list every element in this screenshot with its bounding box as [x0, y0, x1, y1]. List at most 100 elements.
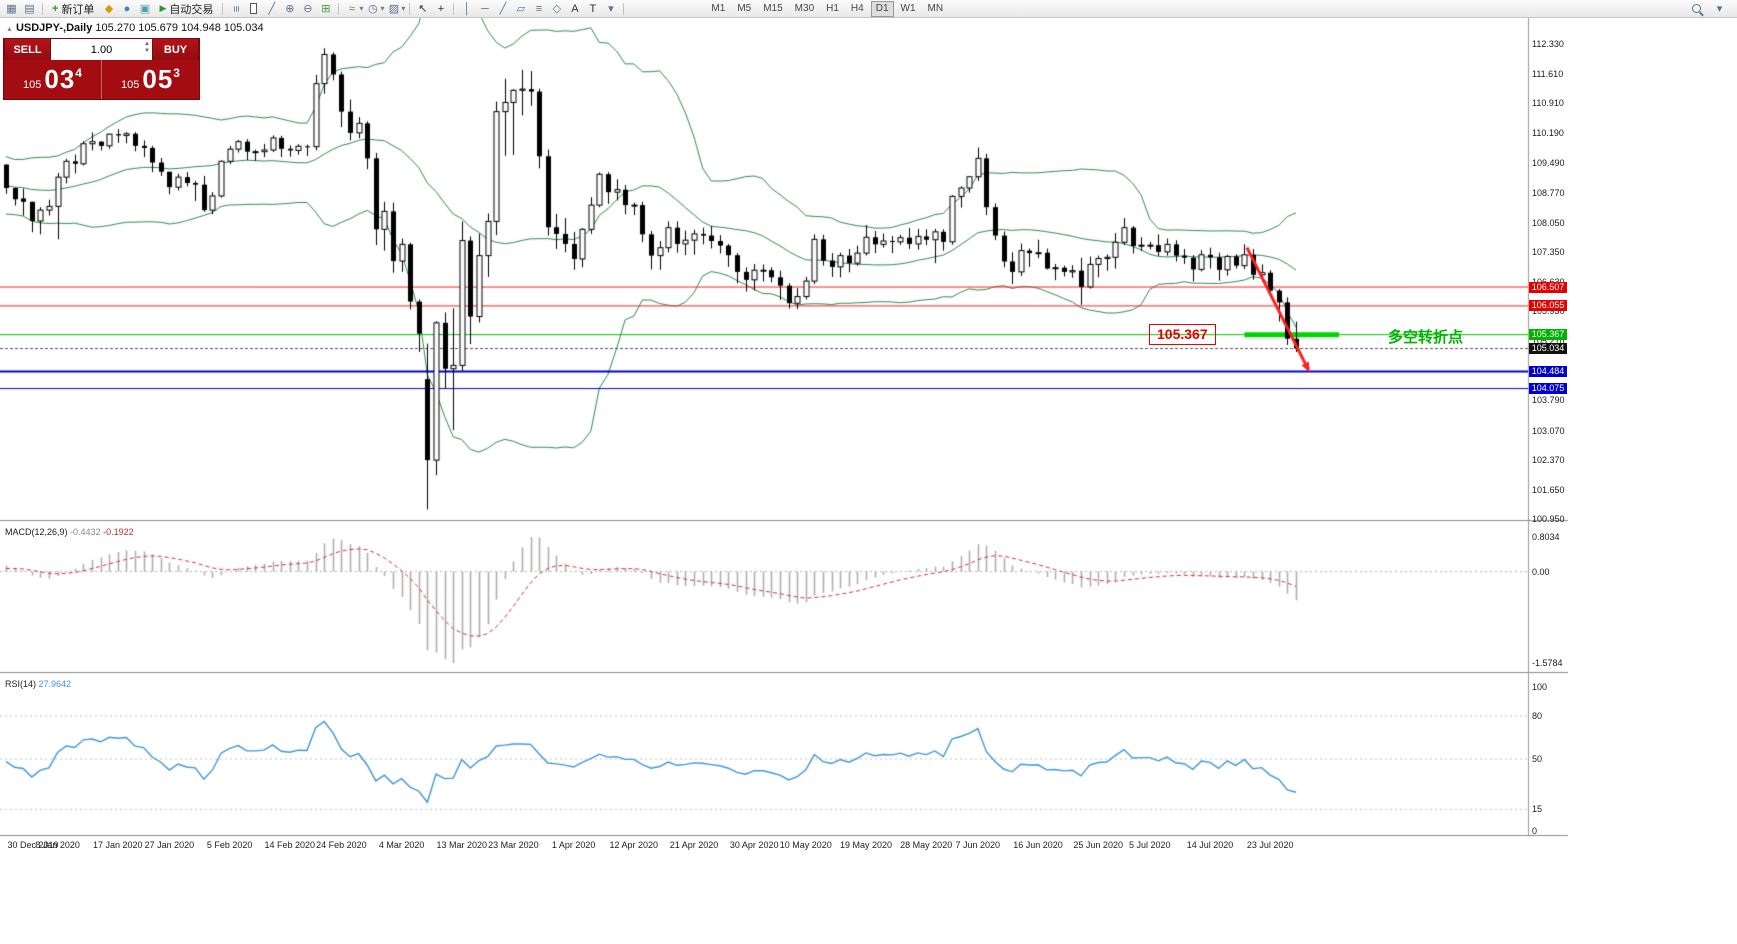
shapes-icon[interactable]: ◇ [552, 3, 562, 15]
volume-down-icon[interactable]: ▼ [144, 48, 150, 54]
vertical-line-icon[interactable]: │ [463, 2, 471, 15]
date-label: 28 May 2020 [900, 840, 953, 850]
news-icon[interactable]: ◆ [104, 3, 114, 15]
price-scale-label: 103.790 [1532, 395, 1565, 406]
indicators-icon[interactable]: ≈ [348, 2, 355, 15]
timeframe-d1[interactable]: D1 [870, 0, 894, 17]
bid-price[interactable]: 105 03 4 [4, 60, 102, 99]
one-click-trading-panel: SELL 1.00 ▲ ▼ BUY 105 03 4 105 05 3 [3, 38, 200, 100]
timeframe-bar: M1 M5 M15 M30 H1 H4 D1 W1 MN [706, 0, 948, 17]
date-label: 19 May 2020 [839, 840, 893, 850]
price-tag: 104.484 [1529, 365, 1567, 377]
horizontal-line-icon[interactable]: ─ [481, 2, 489, 15]
volume-up-icon[interactable]: ▲ [144, 41, 150, 47]
date-label: 12 Apr 2020 [609, 840, 659, 850]
toolbar-separator [409, 2, 411, 15]
templates-icon[interactable]: ▨ [388, 3, 400, 15]
terminal-icon[interactable]: ▣ [139, 3, 151, 15]
one-click-collapse-icon[interactable]: ▲ [6, 26, 13, 33]
price-scale-label: 112.330 [1532, 39, 1564, 49]
market-watch-icon[interactable]: ● [123, 2, 131, 15]
timeframe-w1[interactable]: W1 [900, 2, 916, 14]
date-label: 13 Mar 2020 [436, 840, 488, 850]
line-chart-icon[interactable]: ╱ [268, 3, 276, 15]
bid-sup: 4 [75, 65, 82, 80]
volume-input[interactable]: 1.00 ▲ ▼ [51, 39, 152, 60]
trendline-icon[interactable]: ╱ [499, 3, 507, 15]
pivot-note-text[interactable]: 多空转折点 [1388, 329, 1464, 346]
timeframe-m15[interactable]: M15 [763, 2, 783, 14]
price-scale-label: 108.770 [1532, 187, 1565, 198]
ask-big: 05 [142, 64, 174, 94]
timeframe-m1[interactable]: M1 [711, 2, 726, 14]
profiles-icon[interactable]: ▤ [24, 3, 35, 15]
timeframe-mn[interactable]: MN [927, 2, 944, 14]
label-icon[interactable]: T [589, 2, 597, 15]
auto-trading-label: 自动交易 [169, 3, 214, 16]
chevron-down-icon[interactable]: ▾ [380, 4, 385, 13]
zoom-in-icon[interactable]: ⊕ [285, 3, 295, 15]
timeframe-h4[interactable]: H4 [850, 2, 864, 14]
rsi-scale-label: 50 [1532, 754, 1543, 764]
date-label: 14 Feb 2020 [264, 840, 316, 850]
new-order-label: 新订单 [61, 3, 95, 16]
bid-prefix: 105 [23, 78, 42, 91]
price-scale-label: 111.610 [1532, 69, 1564, 80]
macd-scale-label: 0.00 [1532, 566, 1550, 577]
tile-windows-icon[interactable]: ⊞ [321, 3, 331, 15]
price-scale-label: 110.190 [1532, 128, 1564, 139]
macd-scale-label: 0.8034 [1532, 532, 1560, 542]
macd-signal-value: -0.1922 [103, 527, 134, 537]
bar-chart-icon[interactable]: ≡ [229, 5, 242, 12]
crosshair-icon[interactable]: + [437, 2, 445, 15]
play-icon: ▶ [159, 3, 167, 13]
date-label: 14 Jul 2020 [1186, 840, 1234, 850]
price-annotation-box[interactable]: 105.367 [1149, 324, 1216, 345]
channel-icon[interactable]: ▱ [516, 3, 526, 15]
chart-ohlc: 105.270 105.679 104.948 105.034 [95, 22, 264, 34]
timeframe-m30[interactable]: M30 [794, 2, 815, 14]
sell-button[interactable]: SELL [4, 39, 51, 60]
arrows-icon[interactable]: ▾ [608, 3, 614, 15]
fibonacci-icon[interactable]: ≡ [535, 2, 543, 15]
price-tag: 105.034 [1529, 343, 1567, 355]
periods-icon[interactable]: ◷ [368, 3, 378, 15]
cursor-icon[interactable]: ↖ [418, 3, 428, 15]
macd-scale-label: -1.5784 [1532, 658, 1563, 668]
new-window-icon[interactable]: ▦ [6, 3, 17, 15]
auto-trading-button[interactable]: ▶ 自动交易 [154, 1, 218, 16]
toolbar-separator [42, 2, 43, 15]
buy-button[interactable]: BUY [152, 39, 199, 60]
price-tag: 104.075 [1529, 383, 1567, 395]
price-scale-label: 100.950 [1532, 514, 1565, 524]
date-label: 30 Apr 2020 [729, 840, 779, 850]
chevron-down-icon[interactable]: ▾ [401, 4, 406, 13]
ask-price[interactable]: 105 05 3 [102, 60, 199, 99]
price-scale-label: 109.490 [1532, 157, 1565, 168]
chart-title: ▲ USDJPY-,Daily 105.270 105.679 104.948 1… [6, 22, 264, 34]
new-order-button[interactable]: + 新订单 [47, 1, 99, 16]
macd-main-value: -0.4432 [70, 527, 101, 537]
price-scale-label: 107.350 [1532, 246, 1565, 257]
rsi-value: 27.9642 [38, 679, 72, 689]
rsi-scale-label: 100 [1532, 682, 1548, 692]
chevron-down-icon[interactable]: ▾ [359, 4, 364, 13]
options-icon[interactable]: ▾ [1716, 3, 1723, 15]
date-label: 1 Apr 2020 [551, 840, 596, 850]
timeframe-m5[interactable]: M5 [737, 2, 752, 14]
search-icon[interactable] [1688, 1, 1705, 16]
timeframe-h1[interactable]: H1 [826, 2, 839, 14]
zoom-out-icon[interactable]: ⊖ [303, 3, 313, 15]
text-icon[interactable]: A [571, 2, 579, 15]
candlestick-icon[interactable] [245, 1, 262, 16]
price-tag: 105.367 [1529, 329, 1567, 341]
chart-symbol-period: USDJPY-,Daily [15, 22, 93, 34]
macd-label: MACD(12,26,9) -0.4432 -0.1922 [5, 527, 134, 537]
date-label: 23 Mar 2020 [488, 840, 539, 850]
price-scale-label: 103.070 [1532, 425, 1565, 436]
date-label: 4 Mar 2020 [378, 840, 425, 850]
date-label: 21 Apr 2020 [669, 840, 719, 850]
price-scale-label: 101.650 [1532, 484, 1565, 495]
date-label: 27 Jan 2020 [144, 840, 195, 850]
